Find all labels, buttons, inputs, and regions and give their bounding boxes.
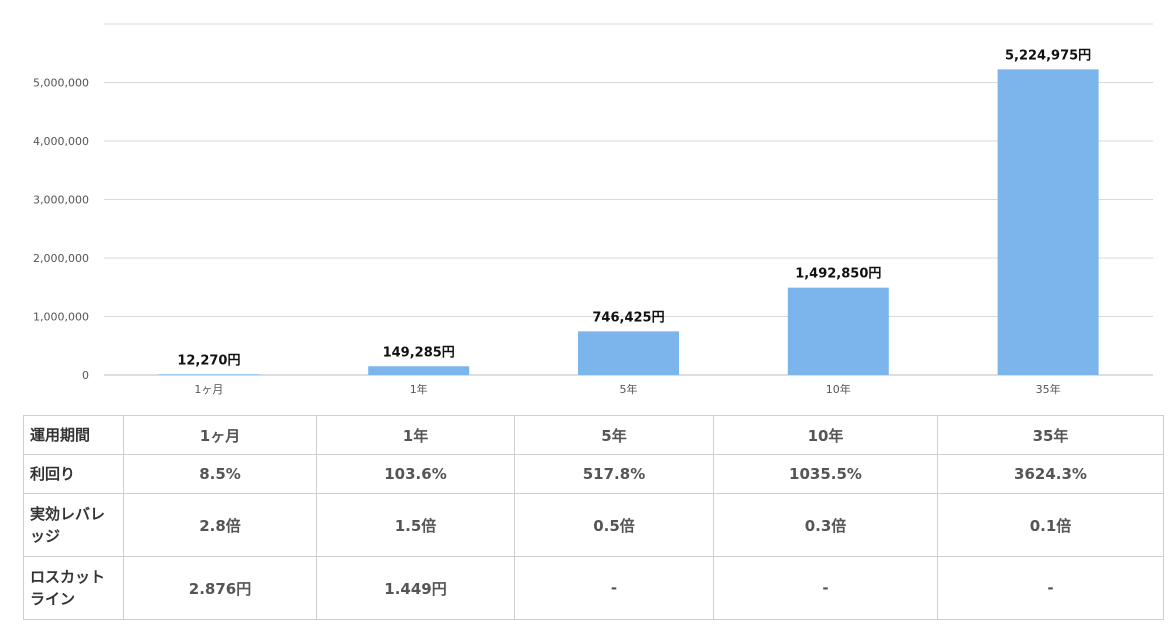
table-row-losscut: ロスカットライン 2.876円 1.449円 - - - <box>23 556 1164 620</box>
table-cell: 2.876円 <box>123 556 317 620</box>
table-cell: 3624.3% <box>937 454 1164 494</box>
data-label: 1,492,850円 <box>795 267 881 282</box>
table-header-cell: 5年 <box>514 415 714 455</box>
table-cell: 0.5倍 <box>514 493 714 557</box>
table-row-label: ロスカットライン <box>23 556 124 620</box>
data-table: 運用期間 1ヶ月 1年 5年 10年 35年 利回り 8.5% 103.6% 5… <box>23 415 1164 620</box>
table-header-cell: 35年 <box>937 415 1164 455</box>
bar <box>578 331 679 375</box>
y-tick-label: 3,000,000 <box>33 194 89 207</box>
y-tick-label: 1,000,000 <box>33 311 89 324</box>
table-cell: 0.3倍 <box>713 493 938 557</box>
data-label: 149,285円 <box>383 345 455 360</box>
table-header-row: 運用期間 1ヶ月 1年 5年 10年 35年 <box>23 415 1164 455</box>
table-cell: - <box>514 556 714 620</box>
data-label: 746,425円 <box>592 310 664 325</box>
y-tick-label: 4,000,000 <box>33 135 89 148</box>
y-tick-label: 5,000,000 <box>33 77 89 90</box>
table-row-yield: 利回り 8.5% 103.6% 517.8% 1035.5% 3624.3% <box>23 454 1164 494</box>
data-label: 5,224,975円 <box>1005 48 1091 63</box>
table-cell: 1035.5% <box>713 454 938 494</box>
table-cell: 1.5倍 <box>316 493 515 557</box>
table-row-label: 利回り <box>23 454 124 494</box>
y-tick-label: 2,000,000 <box>33 252 89 265</box>
table-row-leverage: 実効レバレッジ 2.8倍 1.5倍 0.5倍 0.3倍 0.1倍 <box>23 493 1164 557</box>
x-tick-label: 10年 <box>826 382 851 396</box>
table-cell: - <box>937 556 1164 620</box>
table-cell: 517.8% <box>514 454 714 494</box>
table-header-cell: 1ヶ月 <box>123 415 317 455</box>
table-cell: 1.449円 <box>316 556 515 620</box>
table-header-cell: 10年 <box>713 415 938 455</box>
chart-svg: 0 1,000,000 2,000,000 3,000,000 4,000,000 5,0… <box>33 23 1153 396</box>
bar <box>158 374 260 375</box>
data-label: 12,270円 <box>177 353 240 368</box>
x-tick-label: 35年 <box>1036 382 1061 396</box>
x-tick-label: 1ヶ月 <box>194 383 223 396</box>
table-header-label: 運用期間 <box>23 415 124 455</box>
table-row-label: 実効レバレッジ <box>23 493 124 557</box>
bar-chart: 0 1,000,000 2,000,000 3,000,000 4,000,000 5,0… <box>33 23 1153 396</box>
table-cell: 0.1倍 <box>937 493 1164 557</box>
table-cell: - <box>713 556 938 620</box>
table-cell: 103.6% <box>316 454 515 494</box>
bar <box>787 287 889 375</box>
y-tick-label: 0 <box>82 369 89 382</box>
table-cell: 8.5% <box>123 454 317 494</box>
table-cell: 2.8倍 <box>123 493 317 557</box>
x-tick-label: 1年 <box>410 382 428 396</box>
bar <box>997 69 1099 375</box>
bar <box>368 366 470 375</box>
table-header-cell: 1年 <box>316 415 515 455</box>
x-tick-label: 5年 <box>620 382 638 396</box>
